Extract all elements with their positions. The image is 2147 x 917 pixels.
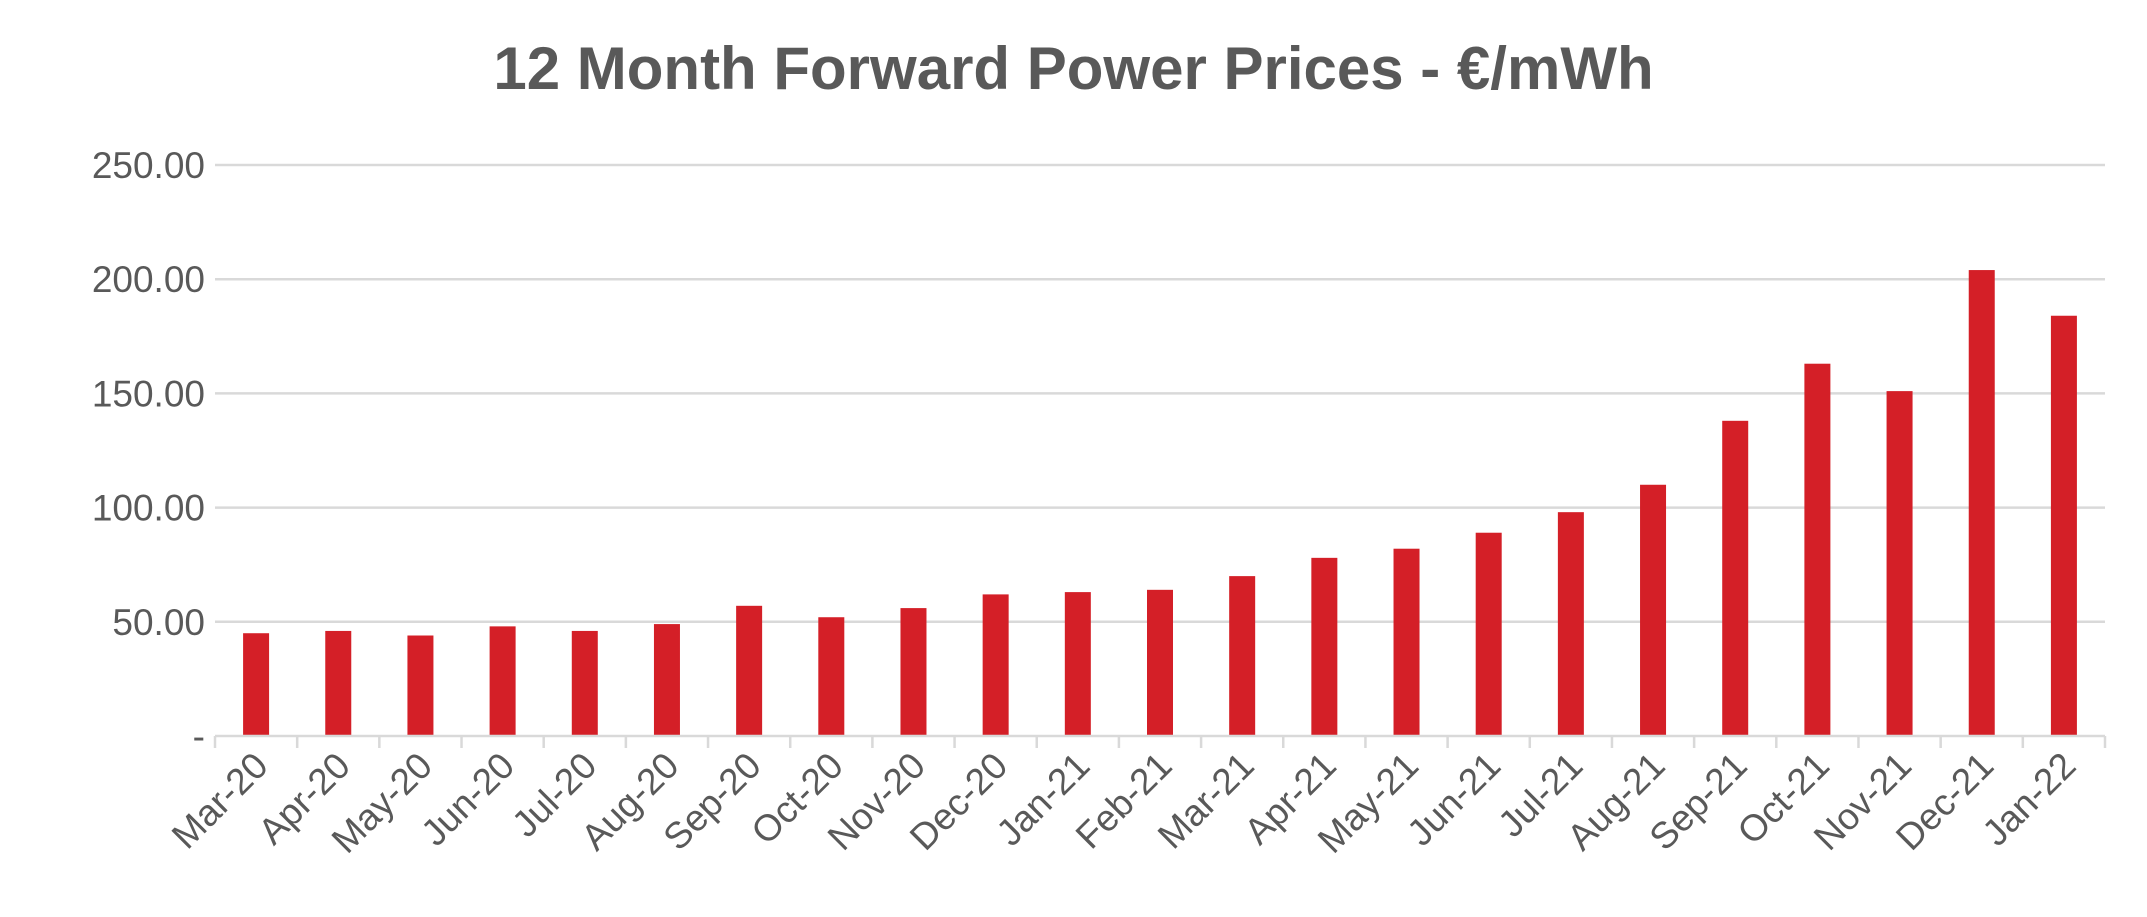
bar <box>489 626 516 736</box>
bar <box>1229 576 1256 736</box>
bar <box>653 624 680 736</box>
bar <box>2050 315 2077 736</box>
bar <box>243 633 270 736</box>
y-tick-label: 200.00 <box>92 259 205 300</box>
bar-layer <box>243 270 2077 736</box>
bar <box>407 635 434 736</box>
chart-title: 12 Month Forward Power Prices - €/mWh <box>493 35 1654 102</box>
bar <box>1722 420 1749 736</box>
bar <box>1393 548 1420 736</box>
bar <box>1064 592 1091 736</box>
y-tick-label: 100.00 <box>92 488 205 529</box>
y-tick-label: 250.00 <box>92 145 205 186</box>
bar <box>1804 363 1831 736</box>
x-tick-label: Jun-20 <box>413 745 522 854</box>
bar <box>1311 557 1338 736</box>
grid-layer <box>215 163 2105 624</box>
bar <box>818 617 845 736</box>
bar <box>1557 512 1584 736</box>
x-tick-label: Jun-21 <box>1399 745 1508 854</box>
bar <box>982 594 1009 736</box>
bar <box>325 630 352 736</box>
x-tick-label: Jan-22 <box>1975 745 2084 854</box>
y-axis-ticks: - 50.00 100.00 150.00 200.00 250.00 <box>92 145 205 757</box>
bar <box>1968 270 1995 736</box>
y-tick-label: 150.00 <box>92 373 205 414</box>
bar <box>571 630 598 736</box>
y-tick-label: 50.00 <box>112 602 205 643</box>
x-tick-label: Mar-20 <box>164 745 276 857</box>
bar <box>736 605 763 736</box>
bar <box>900 608 927 736</box>
x-axis-ticks: Mar-20Apr-20May-20Jun-20Jul-20Aug-20Sep-… <box>164 745 2084 861</box>
bar <box>1475 532 1502 736</box>
bar <box>1147 589 1173 736</box>
y-tick-label: - <box>193 716 205 757</box>
bar <box>1640 484 1667 736</box>
x-axis <box>213 734 2107 748</box>
bar <box>1886 391 1913 736</box>
